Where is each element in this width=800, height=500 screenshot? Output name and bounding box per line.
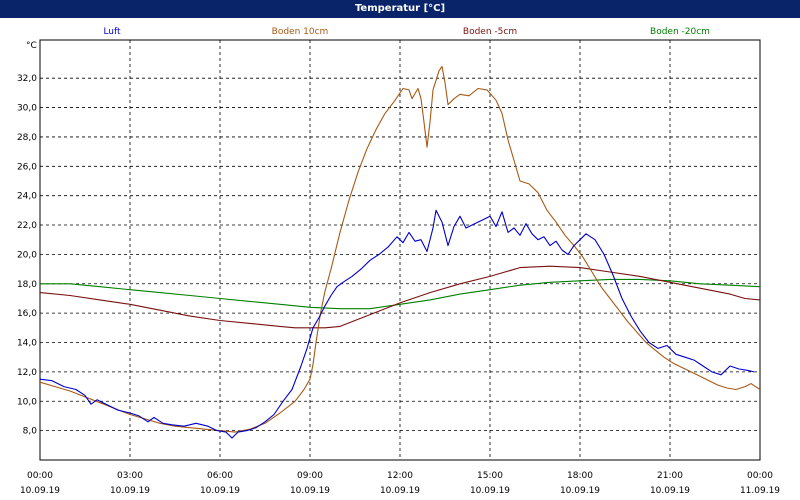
y-tick-label: 30,0	[17, 104, 37, 114]
y-tick-label: 20,0	[17, 250, 37, 260]
x-tick-date: 10.09.19	[20, 486, 60, 496]
series-line-luft	[39, 209, 755, 439]
y-tick-label: 12,0	[17, 368, 37, 378]
y-tick-label: 26,0	[17, 162, 37, 172]
x-tick-time: 06:00	[207, 471, 233, 481]
x-tick-time: 00:00	[747, 471, 773, 481]
x-tick-time: 15:00	[477, 471, 503, 481]
plot-area	[39, 39, 761, 461]
x-tick-date: 10.09.19	[200, 486, 240, 496]
x-tick-date: 11.09.19	[740, 486, 780, 496]
grid	[40, 40, 760, 460]
legend-entry: Boden -5cm	[463, 27, 517, 37]
y-axis-ticks: 32,0 30,0 28,0 26,0 24,0 22,0 20,0 18,0 16,0 14,0…	[17, 74, 37, 436]
x-tick-time: 03:00	[117, 471, 143, 481]
legend-entry: Luft	[103, 27, 121, 37]
series-lines	[39, 65, 761, 439]
y-tick-label: 32,0	[17, 74, 37, 84]
y-tick-label: 16,0	[17, 309, 37, 319]
x-tick-date: 10.09.19	[470, 486, 510, 496]
x-tick-date: 10.09.19	[560, 486, 600, 496]
legend-entry: Boden 10cm	[272, 27, 329, 37]
series-line-boden-5cm	[39, 265, 761, 329]
x-tick-date: 10.09.19	[290, 486, 330, 496]
y-tick-label: 24,0	[17, 192, 37, 202]
legend-entry: Boden -20cm	[650, 27, 710, 37]
series-line-boden-10cm	[39, 65, 761, 433]
y-tick-label: 18,0	[17, 280, 37, 290]
y-tick-label: 14,0	[17, 339, 37, 349]
window-title: Temperatur [°C]	[0, 0, 800, 18]
y-tick-label: 22,0	[17, 221, 37, 231]
y-tick-label: 10,0	[17, 397, 37, 407]
y-axis-unit: °C	[26, 41, 37, 51]
y-tick-label: 28,0	[17, 133, 37, 143]
y-tick-label: 8,0	[23, 427, 38, 437]
x-tick-time: 21:00	[657, 471, 683, 481]
x-tick-time: 09:00	[297, 471, 323, 481]
x-tick-date: 10.09.19	[650, 486, 690, 496]
x-tick-time: 00:00	[27, 471, 53, 481]
x-axis-ticks: 00:00 10.09.19 03:00 10.09.19 06:00 10.09.19 0…	[20, 471, 780, 496]
series-line-boden-20cm	[40, 278, 761, 310]
x-tick-date: 10.09.19	[380, 486, 420, 496]
x-tick-date: 10.09.19	[110, 486, 150, 496]
x-tick-time: 18:00	[567, 471, 593, 481]
legend: Luft Boden 10cm Boden -5cm Boden -20cm	[103, 27, 710, 37]
x-tick-time: 12:00	[387, 471, 413, 481]
